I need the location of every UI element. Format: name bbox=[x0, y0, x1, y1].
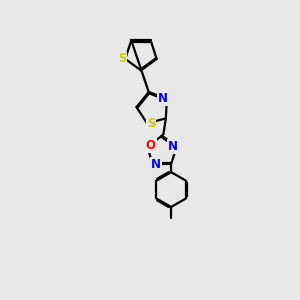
Text: N: N bbox=[168, 140, 178, 153]
Text: N: N bbox=[152, 158, 161, 171]
Text: N: N bbox=[158, 92, 168, 105]
Text: O: O bbox=[146, 139, 156, 152]
Text: S: S bbox=[118, 52, 127, 65]
Text: S: S bbox=[147, 117, 155, 130]
